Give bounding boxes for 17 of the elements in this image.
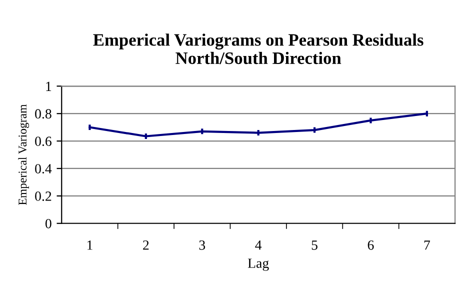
y-tick-label: 1 <box>46 82 52 91</box>
chart-title: Emperical Variograms on Pearson Residuals North/South Direction <box>93 34 424 64</box>
x-tick-label: 4 <box>255 240 262 250</box>
x-tick-label: 7 <box>424 240 430 250</box>
x-tick-label: 5 <box>312 240 318 250</box>
y-tick-label: 0.8 <box>35 109 52 119</box>
x-tick-label: 6 <box>368 240 374 250</box>
x-tick-label: 3 <box>199 240 206 250</box>
y-tick-label: 0.2 <box>35 192 52 201</box>
y-tick-label: 0 <box>45 218 52 228</box>
x-axis-title: Lag <box>248 258 269 271</box>
x-tick-label: 2 <box>143 240 149 250</box>
x-tick-label: 1 <box>87 240 92 250</box>
y-tick-label: 0.6 <box>35 136 52 146</box>
line-series <box>88 112 428 138</box>
y-axis-title: Emperical Variogram <box>18 104 29 205</box>
y-tick-label: 0.4 <box>35 164 52 174</box>
